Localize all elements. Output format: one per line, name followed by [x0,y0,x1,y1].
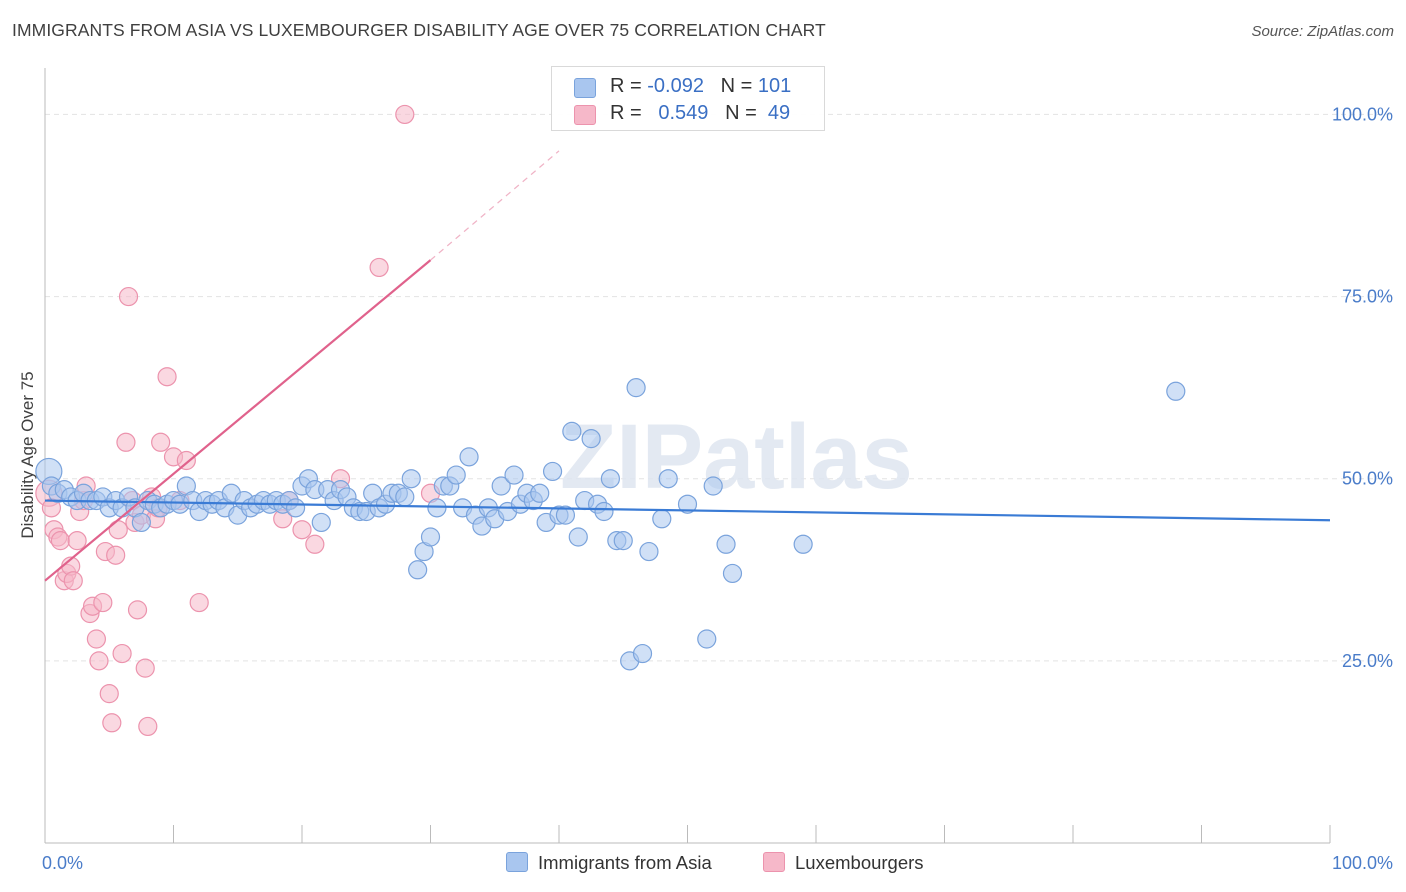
data-point [652,509,672,529]
trendlines [44,150,1331,582]
data-point [63,571,83,591]
data-point [131,512,151,533]
data-point [102,713,122,733]
data-point [555,505,576,525]
data-point [446,465,466,485]
legend-blue-text: R = -0.092 N = 101 [610,75,791,98]
n-value: 49 [767,102,791,124]
data-point [151,432,171,452]
data-point [176,450,196,471]
data-point [285,498,306,518]
legend-item-luxembourgers: Luxembourgers [763,852,924,876]
legend-item-immigrants-from-asia: Immigrants from Asia [506,852,712,876]
n-label: N = [720,75,758,97]
data-point [600,469,621,489]
data-point [408,560,428,580]
data-point [459,447,479,467]
y-tick-label: 25.0% [1342,651,1393,671]
data-point [127,600,148,620]
r-value: 0.549 [658,102,709,124]
data-point [594,501,614,522]
watermark: ZIPatlas [560,406,913,508]
data-point [427,498,447,518]
pink-swatch [574,105,596,125]
data-point [697,629,717,649]
data-point [793,534,813,554]
source-label: Source: ZipAtlas.com [1251,23,1394,40]
data-point [639,541,659,562]
data-point [420,527,441,547]
blue-swatch [574,78,596,98]
trendline-luxembourgers-extension [430,150,560,261]
data-point [86,629,107,649]
trendline-immigrants-from-asia [44,499,1331,522]
data-point [311,512,331,533]
y-tick-label: 75.0% [1342,287,1393,307]
r-label: R = [610,102,648,124]
data-point [118,286,139,307]
data-point [1166,381,1186,401]
data-point [401,469,421,489]
data-point [658,469,678,489]
data-point [189,592,209,613]
x-tick-labels: 0.0% 100.0% [42,853,1393,873]
data-point [106,545,126,565]
legend-pink-text: R = 0.549 N = 49 [610,102,790,125]
data-point [562,421,582,441]
gridlines [45,113,1395,662]
x-tick-label: 100.0% [1332,853,1393,873]
data-point [677,494,698,514]
legend-label: Luxembourgers [795,852,924,873]
r-value: -0.092 [647,75,704,97]
series-immigrants-from-asia [35,378,1186,671]
y-tick-label: 100.0% [1332,104,1393,124]
data-point [626,378,646,398]
legend-swatch-pink [763,852,785,872]
chart-title: IMMIGRANTS FROM ASIA VS LUXEMBOURGER DIS… [12,20,826,40]
data-point [99,684,119,704]
data-point [50,531,71,551]
data-point [108,520,128,540]
r-label: R = [610,75,648,97]
data-point [369,257,389,278]
legend-swatch-blue [506,852,528,872]
data-point [67,531,87,551]
y-tick-labels: 25.0% 50.0% 75.0% 100.0% [1332,104,1393,670]
data-point [395,487,415,507]
data-point [138,716,158,737]
n-value: 101 [757,75,792,97]
data-point [135,658,155,678]
data-point [581,429,601,449]
data-point [568,527,588,547]
n-label: N = [725,102,763,124]
data-point [703,476,723,496]
data-point [632,643,653,664]
axes [44,68,1331,844]
y-tick-label: 50.0% [1342,469,1393,489]
data-point [504,465,524,485]
y-axis-label: Disability Age Over 75 [18,371,37,538]
data-point [93,592,113,613]
data-point [157,367,177,387]
data-point [491,476,511,496]
data-point [613,531,633,551]
data-point [716,534,736,554]
legend-label: Immigrants from Asia [538,852,712,873]
data-point [89,651,109,671]
data-point [722,563,743,584]
data-point [530,483,550,503]
data-point [542,461,563,482]
x-tick-label: 0.0% [42,853,83,873]
data-point [112,643,132,664]
trendline-luxembourgers [44,259,432,582]
data-point [395,104,415,125]
stats-legend: R = -0.092 N = 101 R = 0.549 N = 49 [551,66,825,131]
data-point [116,432,136,452]
data-point [292,520,312,540]
data-point [305,534,325,554]
